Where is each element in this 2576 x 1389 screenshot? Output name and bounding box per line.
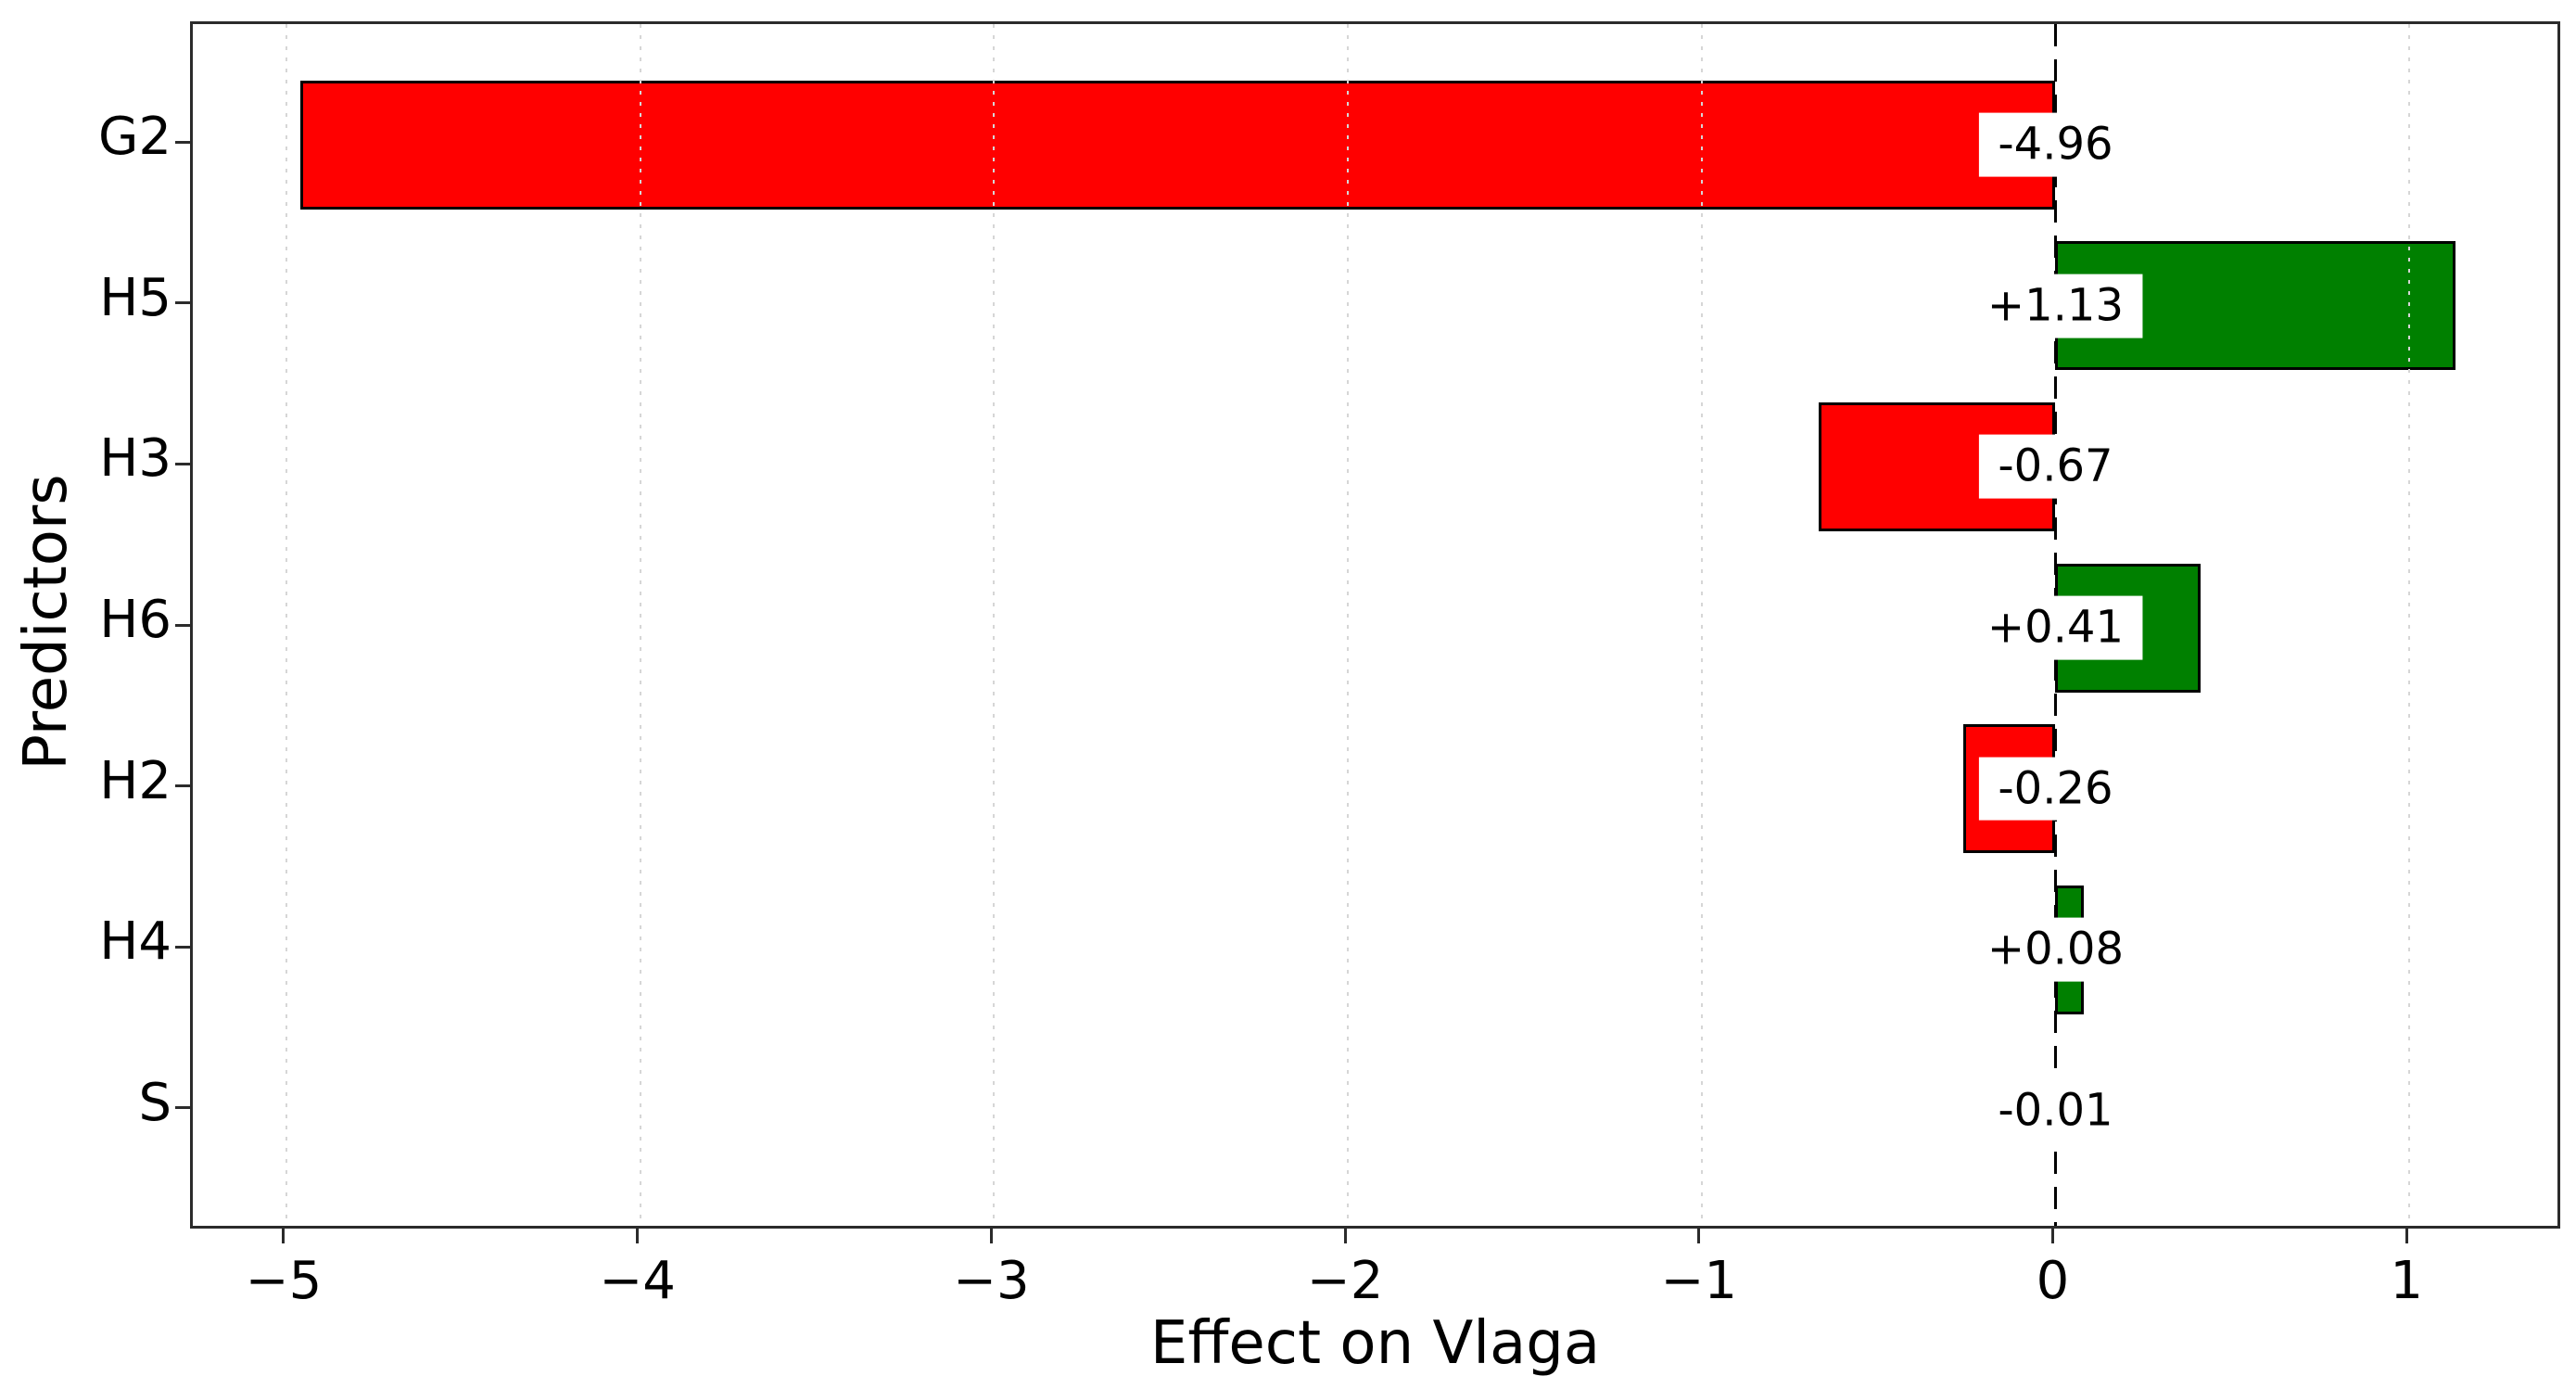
y-tick-label-H6: H6	[99, 590, 171, 650]
bar-value-label-H5: +1.13	[1968, 274, 2142, 338]
y-tick-label-H2: H2	[99, 750, 171, 811]
y-tick-mark	[175, 784, 190, 788]
bar-G2	[300, 80, 2056, 210]
y-tick-mark	[175, 623, 190, 627]
bar-value-label-H3: -0.67	[1979, 434, 2132, 499]
x-tick-mark	[636, 1229, 640, 1243]
gridline	[285, 24, 287, 1226]
y-tick-mark	[175, 1106, 190, 1110]
gridline	[1700, 24, 1703, 1226]
plot-area: -4.96 +1.13 -0.67 +0.41 -0.26 +0.08 -0.01	[190, 21, 2560, 1229]
x-tick-label-−2: −2	[1306, 1251, 1384, 1311]
bar-H6	[2055, 563, 2201, 693]
y-tick-mark	[175, 945, 190, 949]
x-tick-label-−1: −1	[1660, 1251, 1738, 1311]
gridline	[993, 24, 996, 1226]
x-tick-mark	[1343, 1229, 1347, 1243]
y-tick-label-G2: G2	[97, 107, 171, 168]
y-tick-mark	[175, 140, 190, 144]
y-tick-label-H3: H3	[99, 428, 171, 490]
x-tick-mark	[282, 1229, 286, 1243]
bar-value-label-S: -0.01	[1979, 1078, 2132, 1143]
x-tick-mark	[2050, 1229, 2054, 1243]
bar-value-label-H2: -0.26	[1979, 757, 2132, 821]
y-tick-mark	[175, 462, 190, 465]
x-tick-label-0: 0	[2036, 1251, 2070, 1311]
x-tick-mark	[1697, 1229, 1701, 1243]
x-tick-label-1: 1	[2390, 1251, 2423, 1311]
x-tick-label-−5: −5	[245, 1251, 323, 1311]
bar-value-label-G2: -4.96	[1979, 112, 2132, 177]
y-tick-label-H4: H4	[99, 911, 171, 973]
bar-value-label-H4: +0.08	[1968, 917, 2142, 982]
x-tick-label-−3: −3	[953, 1251, 1030, 1311]
x-tick-mark	[989, 1229, 993, 1243]
bar-value-label-H6: +0.41	[1968, 595, 2142, 660]
x-tick-label-−4: −4	[599, 1251, 676, 1311]
gridline	[1347, 24, 1350, 1226]
gridline	[639, 24, 641, 1226]
x-tick-mark	[2405, 1229, 2408, 1243]
y-tick-label-S: S	[138, 1072, 171, 1133]
y-tick-label-H5: H5	[99, 267, 171, 328]
y-tick-mark	[175, 301, 190, 305]
x-axis-label: Effect on Vlaga	[1149, 1309, 1601, 1378]
gridline	[2408, 24, 2411, 1226]
